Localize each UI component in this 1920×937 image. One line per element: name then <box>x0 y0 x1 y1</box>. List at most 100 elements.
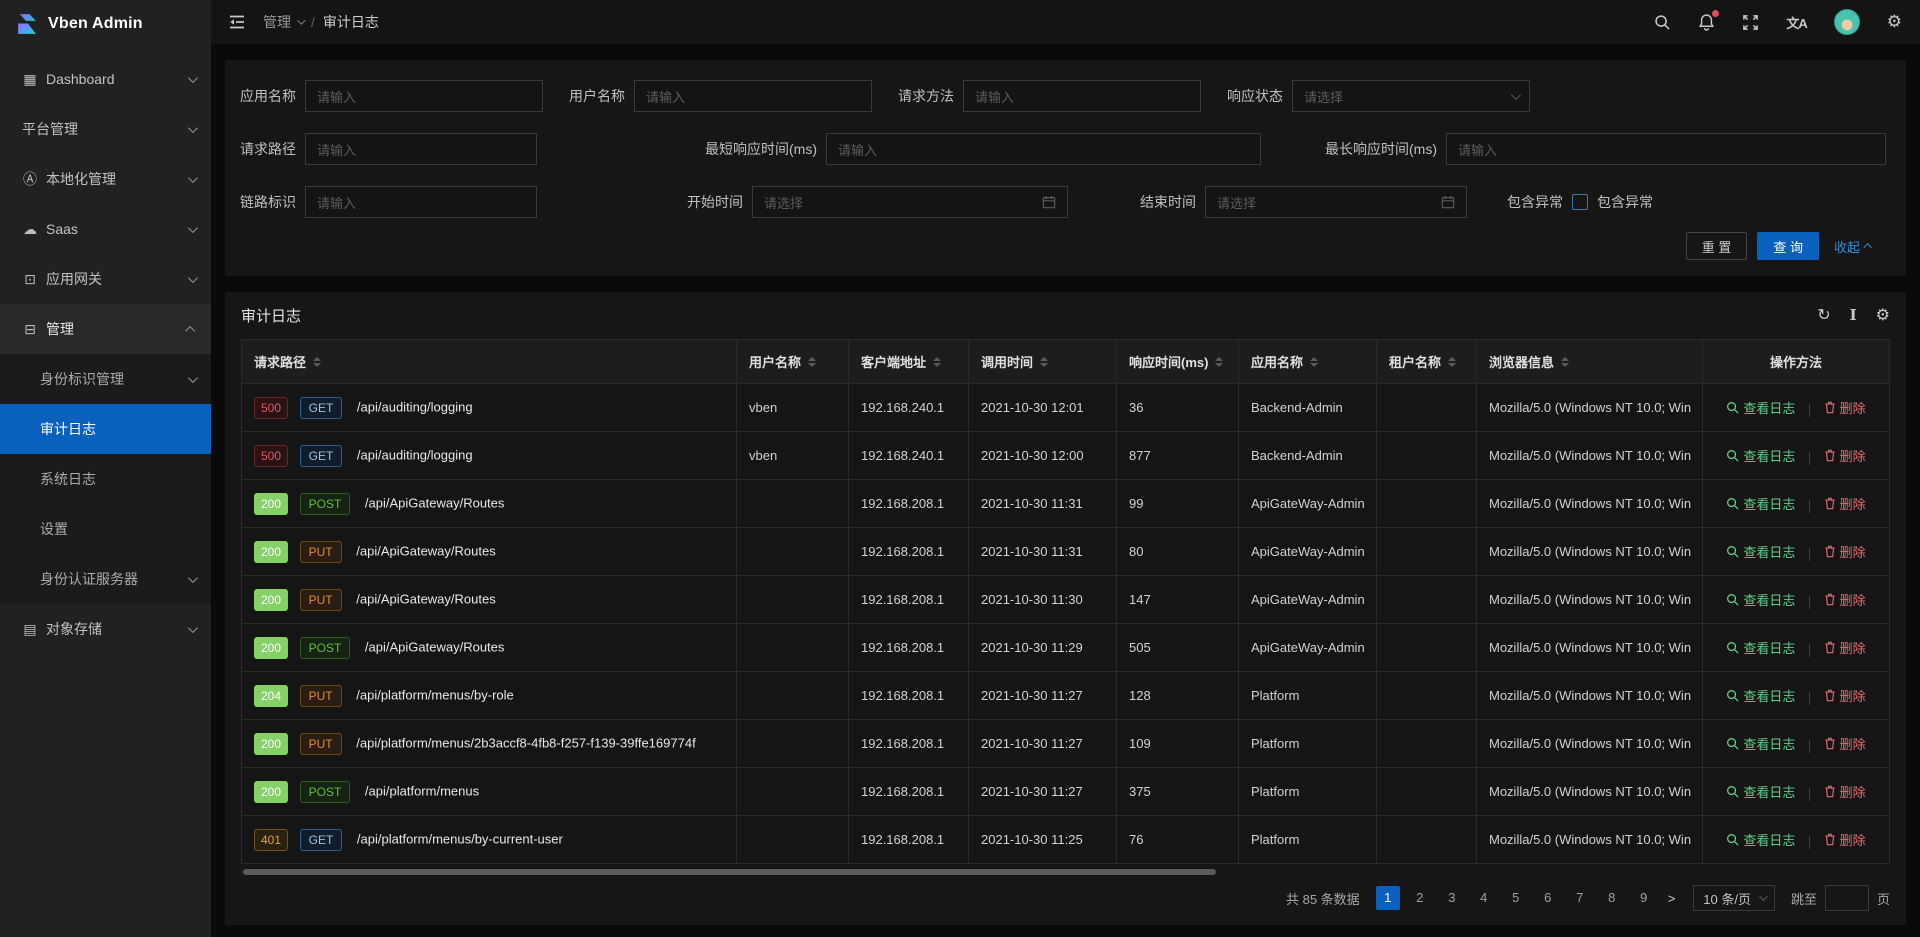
view-log-button[interactable]: 查看日志 <box>1726 686 1795 705</box>
method-badge: PUT <box>299 540 342 563</box>
column-header[interactable]: 浏览器信息 <box>1476 339 1703 384</box>
action-divider <box>1809 404 1810 418</box>
next-page-button[interactable]: > <box>1667 890 1676 906</box>
refresh-icon[interactable]: ↻ <box>1817 306 1831 324</box>
delete-button[interactable]: 删除 <box>1824 590 1866 609</box>
view-log-button[interactable]: 查看日志 <box>1726 494 1795 513</box>
page-button[interactable]: 1 <box>1375 886 1400 910</box>
page-button[interactable]: 4 <box>1480 890 1488 905</box>
filter-field: 结束时间 请选择 <box>1140 186 1467 218</box>
column-header[interactable]: 响应时间(ms) <box>1116 339 1239 384</box>
table-settings-gear-icon[interactable]: ⚙ <box>1875 306 1890 324</box>
view-log-button[interactable]: 查看日志 <box>1726 830 1795 849</box>
view-log-button[interactable]: 查看日志 <box>1726 446 1795 465</box>
column-header[interactable]: 调用时间 <box>968 339 1117 384</box>
sidebar-item[interactable]: 审计日志 <box>0 404 211 454</box>
field-input[interactable]: 请输入 <box>1446 133 1886 165</box>
cell-call-time: 2021-10-30 11:29 <box>968 623 1117 672</box>
sidebar-item[interactable]: 系统日志 <box>0 454 211 504</box>
delete-button[interactable]: 删除 <box>1824 782 1866 801</box>
delete-button[interactable]: 删除 <box>1824 446 1866 465</box>
page-button[interactable]: 2 <box>1416 890 1424 905</box>
delete-label: 删除 <box>1839 784 1866 800</box>
cell-user <box>736 671 849 720</box>
column-header[interactable]: 请求路径 <box>241 339 737 384</box>
fullscreen-icon[interactable] <box>1742 14 1759 31</box>
sidebar-item-icon: ⊡ <box>24 270 36 287</box>
field-input[interactable]: 请选择 <box>752 186 1068 218</box>
search-icon[interactable] <box>1654 14 1671 31</box>
table-row: 500 GET /api/auditing/logging vben 192.1… <box>241 431 1890 480</box>
cell-request-path: 204 PUT /api/platform/menus/by-role <box>241 671 737 720</box>
delete-button[interactable]: 删除 <box>1824 686 1866 705</box>
field-input[interactable]: 请选择 <box>1205 186 1467 218</box>
sidebar-item[interactable]: ▤ 对象存储 <box>0 604 211 654</box>
delete-button[interactable]: 删除 <box>1824 830 1866 849</box>
page-button[interactable]: 7 <box>1576 890 1584 905</box>
sidebar-item[interactable]: ⊡ 应用网关 <box>0 254 211 304</box>
field-input[interactable]: 请输入 <box>963 80 1201 112</box>
delete-button[interactable]: 删除 <box>1824 398 1866 417</box>
sidebar-item[interactable]: 身份标识管理 <box>0 354 211 404</box>
sidebar-item[interactable]: ☁ Saas <box>0 204 211 254</box>
scrollbar-thumb[interactable] <box>243 869 1216 875</box>
cell-user: vben <box>736 431 849 480</box>
jump-page-input[interactable] <box>1824 885 1869 911</box>
field-input[interactable]: 请输入 <box>305 133 537 165</box>
sidebar-item[interactable]: 平台管理 <box>0 104 211 154</box>
view-log-button[interactable]: 查看日志 <box>1726 782 1795 801</box>
delete-button[interactable]: 删除 <box>1824 734 1866 753</box>
reset-button[interactable]: 重 置 <box>1685 232 1748 260</box>
view-log-label: 查看日志 <box>1743 832 1796 848</box>
checkbox[interactable] <box>1572 194 1588 210</box>
cell-user <box>736 719 849 768</box>
chevron-icon <box>187 222 198 233</box>
table-row: 204 PUT /api/platform/menus/by-role 192.… <box>241 671 1890 720</box>
collapse-link[interactable]: 收起 <box>1834 237 1872 256</box>
query-button[interactable]: 查 询 <box>1757 232 1819 260</box>
sidebar-item[interactable]: ⊟ 管理 <box>0 304 211 354</box>
field-input[interactable]: 请输入 <box>634 80 872 112</box>
page-button[interactable]: 8 <box>1608 890 1616 905</box>
delete-button[interactable]: 删除 <box>1824 638 1866 657</box>
logo[interactable]: Vben Admin <box>0 0 211 48</box>
column-header[interactable]: 客户端地址 <box>848 339 969 384</box>
field-input[interactable]: 请输入 <box>305 80 543 112</box>
sidebar-item[interactable]: 设置 <box>0 504 211 554</box>
field-input[interactable]: 请输入 <box>826 133 1261 165</box>
page-button[interactable]: 3 <box>1448 890 1456 905</box>
page-button[interactable]: 5 <box>1512 890 1520 905</box>
menu-fold-icon[interactable] <box>227 12 247 32</box>
cell-browser: Mozilla/5.0 (Windows NT 10.0; Win <box>1476 623 1703 672</box>
avatar[interactable] <box>1833 9 1860 35</box>
chevron-icon <box>187 372 198 383</box>
translate-icon[interactable]: 文A <box>1786 15 1807 31</box>
column-header[interactable]: 操作方法 <box>1702 339 1890 384</box>
view-log-button[interactable]: 查看日志 <box>1726 542 1795 561</box>
cell-response-ms: 76 <box>1116 815 1239 864</box>
cell-client-address: 192.168.240.1 <box>848 431 969 480</box>
delete-button[interactable]: 删除 <box>1824 542 1866 561</box>
column-header[interactable]: 租户名称 <box>1376 339 1477 384</box>
view-log-button[interactable]: 查看日志 <box>1726 590 1795 609</box>
field-input[interactable]: 请选择 <box>1292 80 1530 112</box>
column-header[interactable]: 应用名称 <box>1238 339 1377 384</box>
column-header[interactable]: 用户名称 <box>736 339 849 384</box>
field-input[interactable]: 请输入 <box>305 186 537 218</box>
view-log-button[interactable]: 查看日志 <box>1726 398 1795 417</box>
page-button[interactable]: 6 <box>1544 890 1552 905</box>
notification-bell-icon[interactable] <box>1698 10 1720 31</box>
delete-button[interactable]: 删除 <box>1824 494 1866 513</box>
settings-gear-icon[interactable]: ⚙ <box>1886 12 1902 31</box>
breadcrumb-root[interactable]: 管理 <box>263 12 306 32</box>
view-log-button[interactable]: 查看日志 <box>1726 734 1795 753</box>
sidebar-item[interactable]: Ⓐ 本地化管理 <box>0 154 211 204</box>
sort-carets-icon <box>1448 356 1457 367</box>
page-button[interactable]: 9 <box>1640 890 1648 905</box>
page-size-select[interactable]: 10 条/页 <box>1693 885 1775 911</box>
sidebar-item[interactable]: ▦ Dashboard <box>0 54 211 104</box>
column-height-icon[interactable]: I <box>1849 306 1857 324</box>
view-log-button[interactable]: 查看日志 <box>1726 638 1795 657</box>
sidebar-item[interactable]: 身份认证服务器 <box>0 554 211 604</box>
delete-label: 删除 <box>1839 736 1866 752</box>
